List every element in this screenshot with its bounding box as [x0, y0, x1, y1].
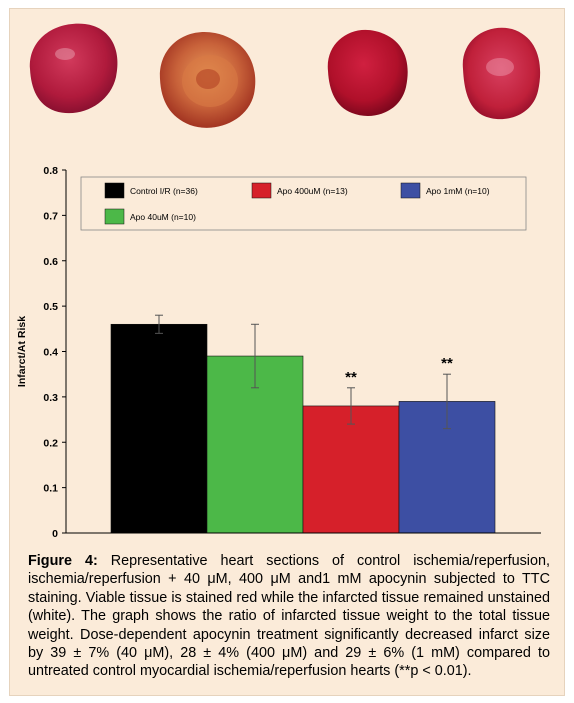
figure-label: Figure 4:	[28, 553, 98, 569]
infarct-bar-chart: 0 0.1 0.2 0.3 0.4 0.5 0.6 0.7 0.8 ** ** Control I…	[16, 165, 541, 540]
y-tick-label: 0.6	[43, 256, 58, 268]
legend-label-4: Apo 1mM (n=10)	[426, 186, 490, 196]
bars	[110, 323, 496, 534]
y-tick-label: 0.7	[43, 210, 58, 222]
bar-3	[302, 405, 400, 534]
y-axis-label: Infarct/At Risk	[16, 316, 28, 387]
y-tick-label: 0.5	[43, 301, 58, 313]
y-tick-label: 0.2	[43, 437, 58, 449]
legend-swatch-1	[104, 182, 125, 199]
heart-section-2	[159, 31, 256, 128]
y-axis-ticks: 0 0.1 0.2 0.3 0.4 0.5 0.6 0.7 0.8	[43, 165, 66, 540]
error-bars: ** **	[155, 314, 453, 430]
legend-label-1: Control I/R (n=36)	[130, 186, 198, 196]
y-tick-label: 0	[52, 528, 58, 540]
caption-text: Representative heart sections of control…	[28, 553, 550, 680]
heart-section-4	[462, 27, 541, 120]
heart-section-1	[29, 23, 118, 114]
heart-section-3	[327, 29, 408, 116]
legend-swatch-2	[104, 208, 125, 225]
significance-marker-4: **	[441, 355, 453, 372]
legend-frame	[80, 176, 527, 231]
significance-marker-3: **	[345, 369, 357, 386]
figure-caption: Figure 4: Representative heart sections …	[28, 552, 550, 681]
legend-label-2: Apo 40uM (n=10)	[130, 212, 196, 222]
legend-swatch-4	[400, 182, 421, 199]
y-tick-label: 0.4	[43, 347, 58, 359]
bar-1	[110, 323, 208, 534]
heart-sections-photo	[29, 23, 541, 128]
legend-label-3: Apo 400uM (n=13)	[277, 186, 348, 196]
y-tick-label: 0.8	[43, 165, 58, 177]
y-tick-label: 0.3	[43, 392, 58, 404]
legend: Control I/R (n=36) Apo 400uM (n=13) Apo 1m…	[80, 176, 527, 231]
legend-swatch-3	[251, 182, 272, 199]
figure-panel: 0 0.1 0.2 0.3 0.4 0.5 0.6 0.7 0.8 ** ** Control I…	[9, 8, 565, 696]
y-tick-label: 0.1	[43, 483, 58, 495]
